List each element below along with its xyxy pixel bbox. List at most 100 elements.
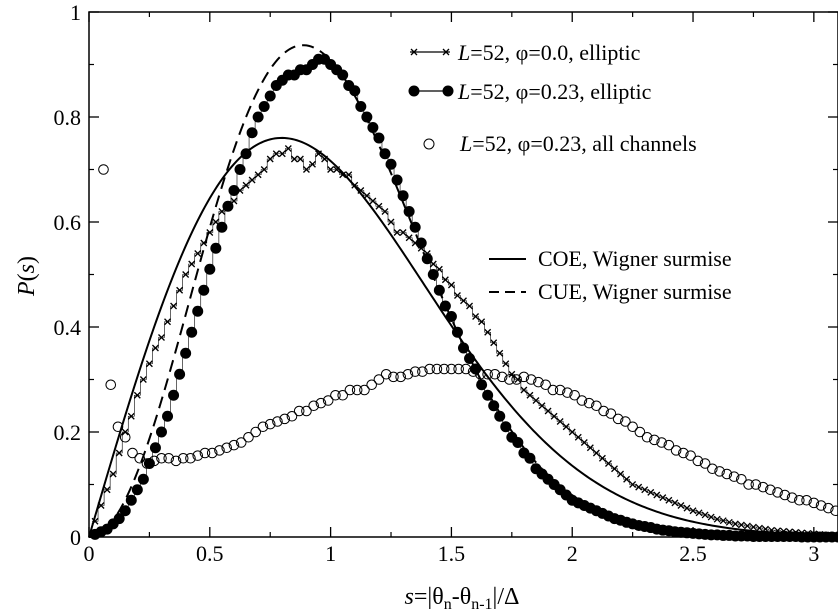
filled-circle-marker [427, 269, 439, 280]
x-marker [375, 202, 383, 210]
x-tick-label: 3 [808, 541, 819, 566]
x-marker [369, 197, 377, 205]
open-circle-marker [286, 410, 298, 422]
open-circle-marker [351, 384, 363, 396]
x-marker [478, 318, 486, 326]
x-marker [115, 449, 123, 457]
open-circle-marker [337, 389, 348, 401]
open-circle-marker [112, 421, 124, 433]
x-marker [677, 502, 685, 509]
x-marker [194, 250, 202, 257]
filled-circle-marker [228, 185, 240, 196]
x-marker [671, 499, 679, 507]
x-marker [327, 166, 335, 173]
open-circle-marker [707, 463, 718, 475]
filled-circle-marker [222, 200, 234, 212]
filled-circle-marker [240, 148, 252, 160]
x-marker [592, 449, 600, 457]
x-marker [296, 155, 304, 163]
x-marker [568, 428, 576, 436]
y-tick-label: 0.6 [54, 210, 82, 235]
x-marker [321, 155, 329, 163]
x-marker [441, 276, 449, 284]
legend-label-cue: CUE, Wigner surmise [538, 279, 732, 304]
open-circle-marker [467, 366, 479, 377]
legend-entry-cue: CUE, Wigner surmise [489, 279, 732, 304]
x-tick-label: 2 [567, 541, 578, 566]
filled-circle-marker [258, 101, 270, 112]
x-marker [145, 360, 153, 368]
filled-circle-marker [113, 513, 125, 525]
open-circle-marker [395, 371, 406, 383]
open-circle-marker [728, 471, 740, 482]
open-circle-marker [547, 384, 559, 396]
filled-circle-marker [137, 473, 149, 485]
x-axis-label: s=|θn-θn-1|/Δ [405, 584, 520, 611]
x-marker [496, 349, 504, 357]
axis-ticks: 0 0.5 1 1.5 2 2.5 3 0 0.2 0.4 0.6 0.8 1 [54, 0, 838, 566]
filled-circle-marker [174, 368, 186, 380]
open-circle-marker [786, 492, 798, 503]
x-marker [605, 460, 612, 467]
open-circle-marker [460, 363, 472, 375]
open-circle-marker [453, 363, 464, 375]
filled-circle-marker [367, 122, 379, 133]
x-marker [737, 521, 745, 529]
filled-circle-marker [415, 237, 427, 249]
filled-circle-marker [524, 452, 536, 464]
open-circle-marker [163, 452, 175, 464]
x-marker [302, 166, 310, 173]
filled-circle-marker [451, 326, 463, 338]
legend-entry-open: L=52, φ=0.23, all channels [423, 131, 697, 156]
x-marker [284, 145, 292, 152]
x-marker [309, 160, 316, 168]
open-circle-marker [692, 455, 704, 467]
filled-circle-marker [391, 174, 403, 186]
open-circle-marker [765, 484, 776, 496]
open-circle-marker [504, 374, 515, 385]
x-marker [387, 218, 395, 226]
x-marker [472, 313, 480, 320]
filled-circle-marker [464, 353, 476, 364]
open-circle-marker [627, 421, 638, 433]
open-circle-marker [525, 374, 537, 385]
filled-circle-marker [149, 442, 161, 454]
filled-circle-marker [264, 90, 276, 102]
x-marker [333, 166, 341, 173]
open-circle-marker [750, 479, 762, 490]
open-circle-marker [380, 368, 392, 380]
x-marker [466, 302, 473, 310]
open-circle-marker [264, 418, 276, 430]
legend-filled-circle [408, 85, 420, 97]
x-marker [586, 444, 594, 452]
x-marker [393, 229, 401, 236]
filled-circle-marker [143, 458, 155, 469]
filled-circle-marker [403, 206, 415, 217]
open-circle-marker [685, 450, 696, 461]
y-tick-label: 0.8 [54, 105, 82, 130]
open-circle-marker [714, 466, 725, 477]
open-circle-marker [641, 431, 653, 443]
x-marker [490, 339, 498, 347]
x-marker [260, 166, 268, 173]
x-marker [399, 229, 407, 236]
open-circle-marker [562, 387, 573, 398]
open-circle-marker [446, 363, 457, 375]
open-circle-marker [533, 376, 544, 388]
filled-circle-marker [439, 300, 451, 312]
x-marker [713, 515, 721, 523]
filled-circle-marker [361, 111, 373, 123]
x-marker [278, 150, 286, 158]
x-tick-label: 2.5 [679, 541, 707, 566]
x-marker [683, 504, 691, 512]
filled-circle-marker [397, 190, 409, 202]
legend-label-open: L=52, φ=0.23, all channels [459, 131, 697, 156]
legend-top: L=52, φ=0.0, elliptic L=52, φ=0.23, elli… [408, 40, 697, 156]
x-marker [635, 483, 643, 491]
filled-circle-marker [210, 242, 222, 254]
open-circle-marker [496, 371, 508, 383]
y-tick-label: 0.4 [54, 315, 82, 340]
x-marker [315, 150, 322, 158]
x-marker [762, 525, 769, 533]
open-circle-marker [308, 400, 320, 412]
